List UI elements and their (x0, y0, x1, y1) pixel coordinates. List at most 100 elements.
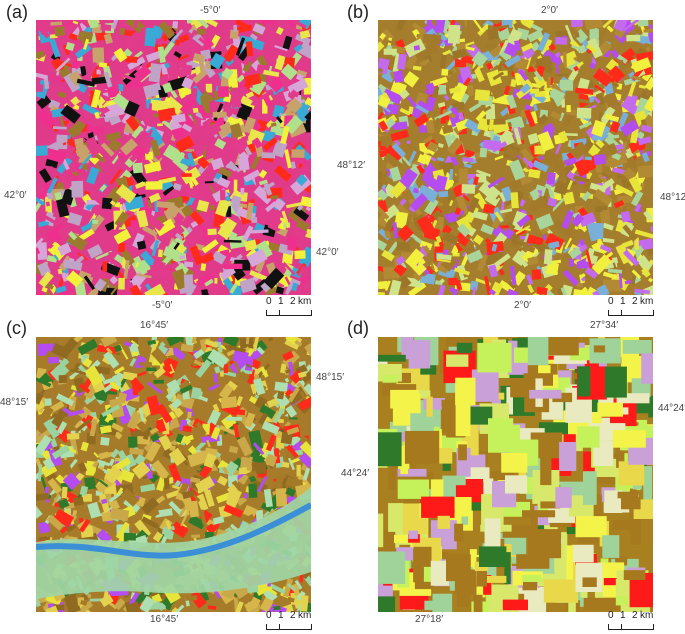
field-parcel (195, 20, 210, 29)
field-parcel (190, 150, 198, 160)
field-parcel (241, 135, 250, 142)
field-parcel (286, 426, 300, 436)
field-parcel (421, 43, 438, 57)
field-parcel (378, 239, 388, 252)
field-parcel (129, 244, 136, 251)
field-parcel (466, 249, 483, 264)
field-parcel (284, 388, 293, 397)
field-parcel (36, 247, 41, 256)
field-parcel (516, 554, 550, 569)
field-parcel (36, 94, 52, 110)
field-parcel (217, 86, 229, 97)
field-parcel (606, 25, 614, 33)
field-parcel (226, 417, 242, 421)
field-parcel (582, 577, 597, 587)
field-parcel (36, 292, 44, 295)
field-parcel (287, 122, 307, 138)
field-parcel (244, 599, 258, 612)
field-parcel (188, 514, 206, 530)
field-parcel (456, 342, 473, 354)
field-parcel (300, 196, 311, 208)
field-parcel (264, 349, 272, 355)
field-parcel (144, 129, 153, 146)
field-parcel (604, 92, 619, 108)
field-parcel (107, 138, 122, 153)
field-parcel (395, 255, 406, 266)
field-parcel (285, 487, 296, 498)
field-parcel (66, 270, 84, 288)
field-parcel (36, 234, 44, 243)
field-parcel (259, 366, 269, 378)
field-parcel (437, 201, 444, 207)
field-parcel (154, 600, 165, 612)
field-parcel (261, 421, 280, 435)
scale-1: 1 (620, 610, 626, 621)
field-parcel (215, 198, 231, 217)
field-parcel (286, 282, 304, 295)
field-parcel (113, 47, 128, 63)
field-parcel (464, 118, 483, 134)
field-parcel (67, 170, 79, 181)
field-parcel (36, 392, 44, 405)
field-parcel (542, 234, 547, 241)
field-parcel (72, 509, 78, 516)
field-parcel (413, 103, 430, 115)
field-parcel (50, 21, 63, 26)
field-parcel (478, 180, 501, 202)
field-parcel (576, 281, 583, 288)
field-parcel (153, 366, 166, 379)
field-parcel (133, 478, 144, 492)
latitude-label-right: 42°0′ (316, 247, 339, 258)
field-parcel (630, 519, 641, 545)
field-parcel (116, 487, 124, 496)
field-parcel (287, 89, 299, 100)
field-parcel (93, 451, 100, 459)
field-parcel (168, 463, 182, 484)
field-parcel (468, 227, 477, 237)
field-parcel (36, 196, 46, 206)
field-parcel (383, 48, 397, 55)
field-parcel (247, 128, 265, 145)
field-parcel (436, 258, 451, 263)
floodplain (36, 487, 311, 599)
field-parcel (62, 142, 67, 146)
scale-2: 2 (290, 296, 296, 307)
field-parcel (612, 82, 620, 88)
field-parcel (383, 170, 389, 178)
field-parcel (437, 157, 445, 162)
field-parcel (77, 462, 88, 473)
field-parcel (591, 119, 607, 137)
field-parcel (217, 176, 231, 189)
field-parcel (466, 454, 486, 468)
field-parcel (491, 243, 498, 252)
field-parcel (631, 269, 642, 280)
field-parcel (191, 337, 197, 344)
field-parcel (282, 350, 294, 362)
scale-tick (621, 310, 622, 315)
field-parcel (476, 169, 491, 177)
field-parcel (90, 271, 108, 282)
field-parcel (386, 241, 399, 256)
field-parcel (112, 93, 131, 110)
field-parcel (259, 597, 274, 612)
field-parcel (631, 75, 642, 82)
field-parcel (619, 100, 624, 104)
field-parcel (36, 72, 48, 80)
field-parcel (548, 241, 560, 249)
field-parcel (83, 38, 90, 50)
field-parcel (284, 377, 290, 383)
field-parcel (444, 211, 458, 224)
field-parcel (297, 590, 306, 602)
field-parcel (245, 91, 255, 99)
field-parcel (519, 20, 535, 29)
field-parcel (61, 486, 68, 499)
field-parcel (72, 20, 79, 25)
field-parcel (528, 168, 541, 179)
field-parcel (144, 283, 166, 295)
field-parcel (463, 406, 493, 425)
field-parcel (378, 280, 389, 290)
field-parcel (92, 460, 100, 468)
field-parcel (286, 201, 304, 209)
scale-line (608, 624, 654, 630)
field-parcel (399, 198, 407, 206)
